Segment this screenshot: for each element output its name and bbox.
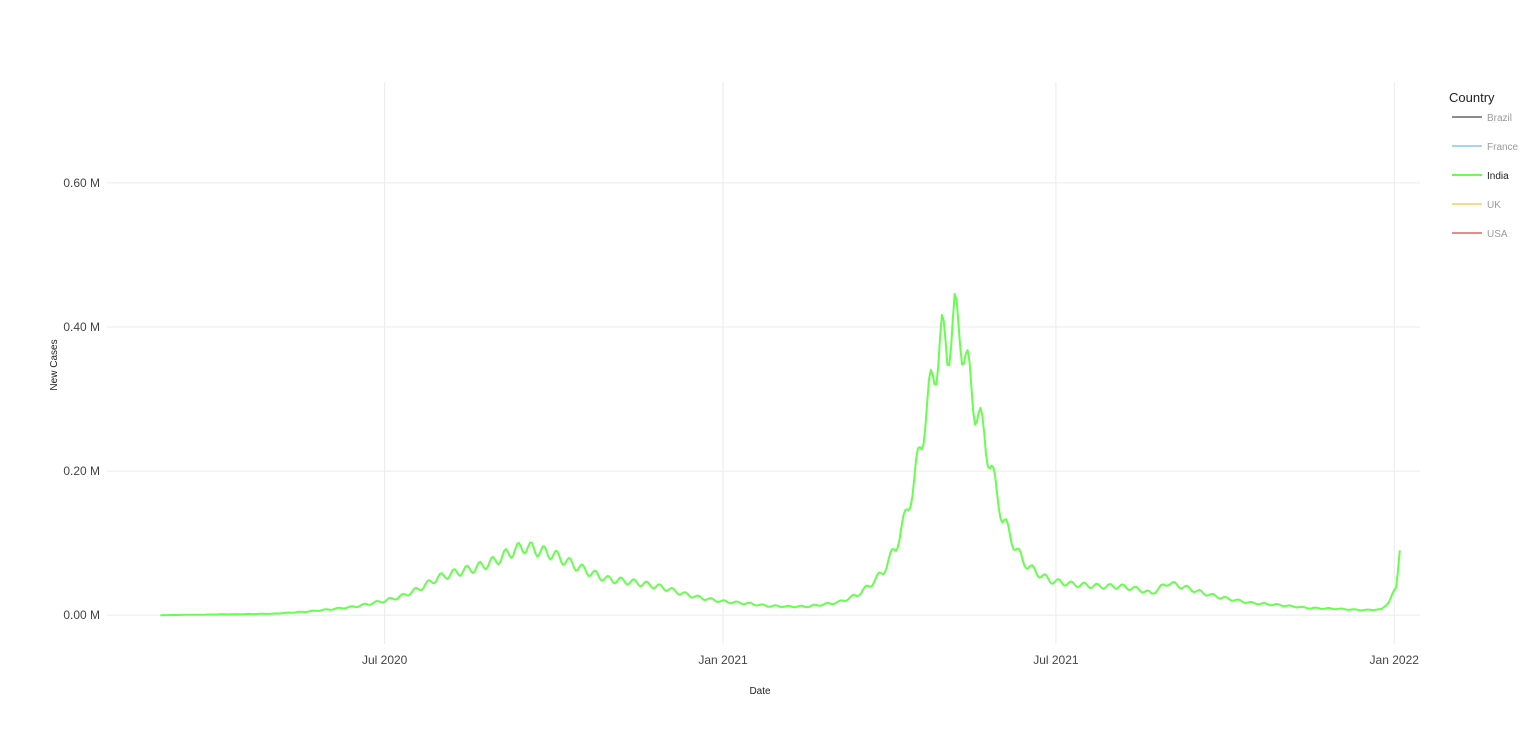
legend-label-france[interactable]: France bbox=[1487, 142, 1519, 153]
y-tick-label: 0.60 M bbox=[63, 176, 100, 190]
legend: Country Brazil France India UK USA bbox=[1449, 90, 1519, 240]
x-axis-title: Date bbox=[749, 686, 771, 697]
legend-label-india[interactable]: India bbox=[1487, 171, 1509, 182]
x-axis: Jul 2020 Jan 2021 Jul 2021 Jan 2022 bbox=[362, 653, 1419, 667]
x-tick-label: Jul 2020 bbox=[362, 653, 408, 667]
x-tick-label: Jan 2022 bbox=[1370, 653, 1420, 667]
legend-title: Country bbox=[1449, 90, 1495, 105]
legend-label-uk[interactable]: UK bbox=[1487, 200, 1501, 211]
legend-label-brazil[interactable]: Brazil bbox=[1487, 113, 1512, 124]
y-tick-label: 0.40 M bbox=[63, 320, 100, 334]
x-tick-label: Jul 2021 bbox=[1033, 653, 1079, 667]
y-tick-label: 0.20 M bbox=[63, 464, 100, 478]
y-axis: 0.00 M 0.20 M 0.40 M 0.60 M bbox=[63, 176, 100, 622]
series-line-india bbox=[160, 292, 1401, 617]
y-tick-label: 0.00 M bbox=[63, 608, 100, 622]
legend-label-usa[interactable]: USA bbox=[1487, 229, 1508, 240]
grid bbox=[107, 82, 1420, 644]
series-layer bbox=[160, 292, 1401, 617]
x-tick-label: Jan 2021 bbox=[698, 653, 748, 667]
y-axis-title: New Cases bbox=[49, 339, 60, 390]
